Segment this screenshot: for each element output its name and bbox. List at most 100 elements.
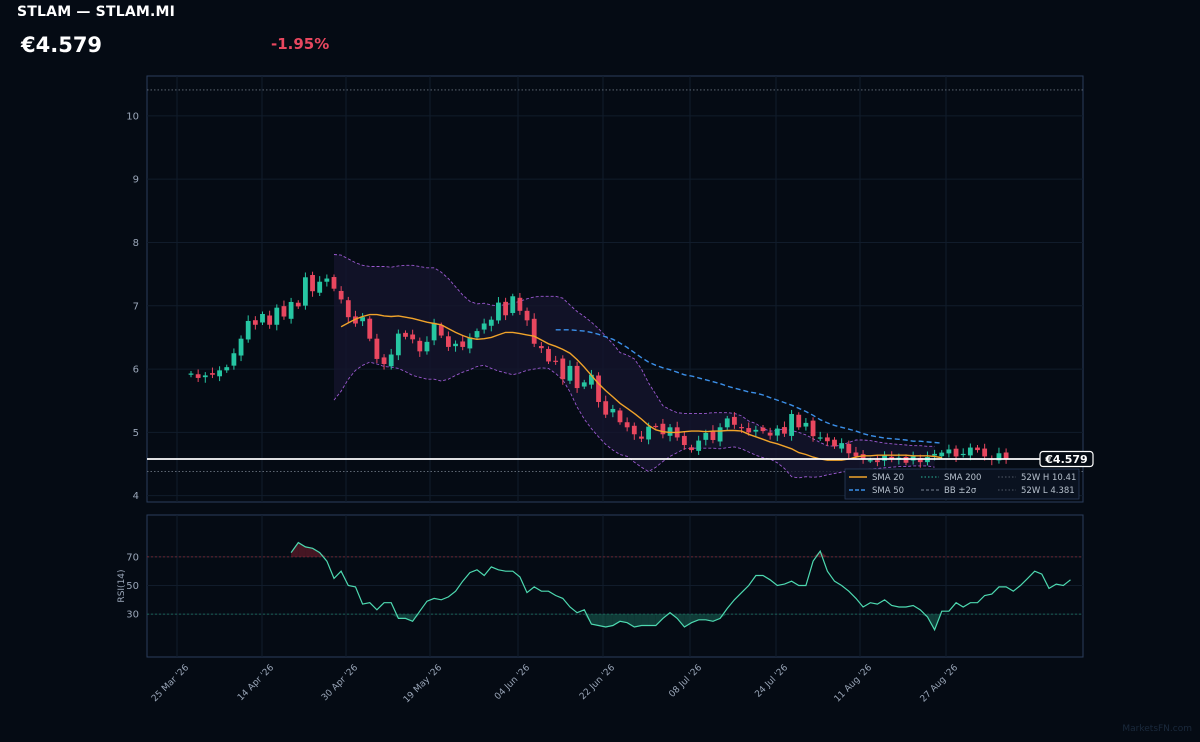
- candle-body: [503, 301, 508, 316]
- candle-body: [932, 453, 937, 456]
- candle-body: [796, 414, 802, 428]
- x-tick-label: 08 Jul '26: [667, 663, 704, 700]
- candle-body: [982, 448, 988, 457]
- legend-label: 52W L 4.381: [1021, 486, 1075, 496]
- x-tick-label: 11 Aug '26: [833, 663, 875, 705]
- candle-body: [975, 447, 980, 451]
- x-tick-label: 27 Aug '26: [919, 663, 961, 705]
- candle-body: [217, 370, 222, 377]
- legend-label: SMA 50: [872, 486, 904, 496]
- candle-body: [403, 332, 408, 337]
- candle-body: [760, 427, 766, 432]
- candle-body: [496, 302, 501, 321]
- legend-box: [844, 468, 1080, 500]
- candle-body: [310, 275, 315, 292]
- candle-body: [596, 375, 601, 402]
- candle-body: [438, 325, 444, 336]
- candle-body: [710, 430, 716, 440]
- candle-body: [960, 453, 966, 456]
- y-tick-label: 9: [133, 175, 139, 186]
- rsi-oversold-fill: [634, 614, 642, 627]
- x-tick-label: 24 Jul '26: [753, 663, 790, 700]
- candle-body: [875, 460, 880, 463]
- ticker-title: STLAM — STLAM.MI: [17, 4, 176, 20]
- candle-body: [967, 447, 973, 456]
- candle-body: [381, 357, 387, 365]
- rsi-tick-label: 70: [126, 552, 139, 563]
- candle-body: [303, 277, 308, 306]
- candle-body: [367, 318, 373, 339]
- candle-body: [224, 367, 230, 371]
- bollinger-upper-line: [333, 254, 935, 447]
- rsi-axis-label: RSI(14): [117, 569, 127, 602]
- candle-body: [703, 433, 709, 440]
- candle-body: [696, 440, 702, 451]
- rsi-oversold-fill: [712, 614, 721, 622]
- candle-body: [946, 449, 952, 454]
- candle-body: [846, 443, 852, 454]
- candle-body: [624, 422, 630, 428]
- candle-body: [689, 447, 694, 451]
- candle-body: [517, 297, 523, 311]
- candle-body: [553, 360, 559, 362]
- x-tick-label: 22 Jun '26: [578, 663, 617, 702]
- candle-body: [567, 365, 573, 381]
- candle-body: [939, 452, 945, 457]
- candle-body: [667, 427, 673, 436]
- y-tick-label: 7: [133, 301, 139, 312]
- candle-body: [889, 456, 895, 459]
- candle-body: [824, 437, 830, 442]
- candle-body: [202, 375, 208, 378]
- x-tick-label: 30 Apr '26: [320, 663, 360, 703]
- candle-body: [281, 306, 287, 317]
- candle-body: [832, 439, 837, 447]
- current-price: €4.579: [21, 33, 103, 57]
- candle-body: [646, 426, 651, 440]
- candle-body: [653, 425, 659, 428]
- candle-body: [839, 443, 845, 449]
- candle-body: [195, 374, 201, 378]
- candle-body: [789, 414, 794, 436]
- rsi-oversold-fill: [677, 614, 685, 627]
- candle-body: [581, 382, 587, 387]
- candle-body: [446, 336, 451, 347]
- candle-body: [460, 341, 466, 347]
- candle-body: [767, 432, 773, 436]
- candle-body: [810, 420, 816, 437]
- rsi-oversold-fill: [698, 614, 706, 620]
- candle-body: [274, 307, 280, 325]
- candle-body: [431, 322, 437, 341]
- candle-body: [260, 313, 265, 323]
- candle-body: [782, 427, 787, 434]
- candle-body: [245, 320, 251, 340]
- price-change-percent: -1.95%: [271, 35, 330, 53]
- watermark: MarketsFN.com: [1122, 724, 1192, 734]
- candle-body: [867, 460, 873, 462]
- candle-body: [631, 425, 637, 435]
- candle-body: [574, 365, 580, 389]
- candle-body: [252, 320, 258, 325]
- bollinger-lower-line: [333, 361, 935, 479]
- x-tick-label: 19 May '26: [402, 663, 444, 705]
- candle-body: [639, 436, 644, 439]
- y-tick-label: 6: [133, 365, 139, 376]
- candle-body: [210, 373, 215, 375]
- y-tick-label: 10: [126, 111, 139, 122]
- rsi-line: [290, 541, 1071, 632]
- candle-body: [417, 340, 423, 352]
- candle-body: [467, 337, 473, 349]
- candle-body: [753, 429, 759, 432]
- rsi-oversold-fill: [398, 614, 406, 619]
- candle-body: [732, 416, 737, 425]
- legend-label: SMA 200: [944, 473, 981, 483]
- rsi-oversold-fill: [648, 614, 656, 626]
- rsi-oversold-fill: [705, 614, 713, 622]
- candle-body: [681, 435, 687, 446]
- last-price-badge: [1039, 450, 1094, 468]
- candle-body: [603, 401, 609, 415]
- candle-body: [538, 346, 544, 349]
- rsi-oversold-fill: [405, 614, 413, 622]
- candle-body: [717, 427, 723, 442]
- candle-body: [1003, 452, 1009, 460]
